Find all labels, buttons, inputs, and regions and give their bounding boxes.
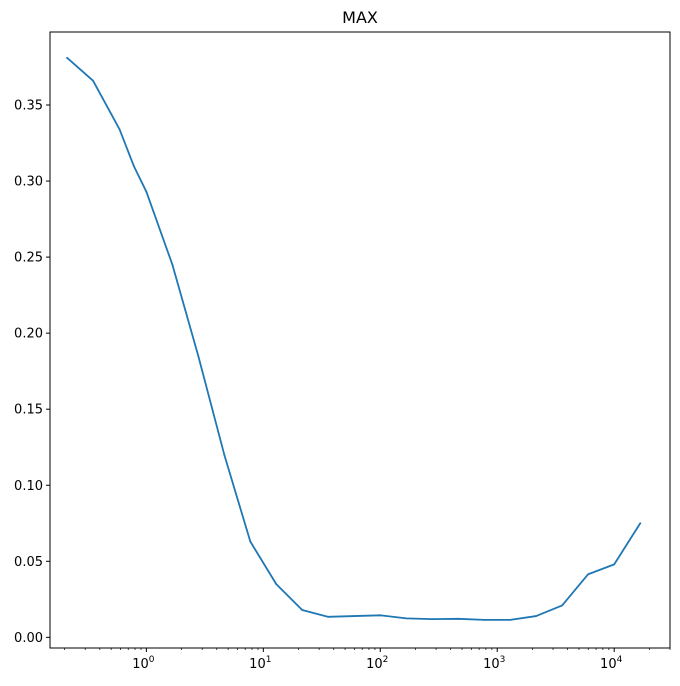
x-tick-label: 103 bbox=[483, 655, 505, 672]
data-point bbox=[132, 164, 135, 167]
data-point bbox=[483, 618, 486, 621]
x-tick-label-base: 10 bbox=[600, 657, 617, 672]
data-point bbox=[92, 79, 94, 82]
y-tick-label: 0.35 bbox=[14, 99, 43, 114]
data-point bbox=[457, 617, 460, 620]
x-tick-label-exponent: 4 bbox=[617, 655, 623, 665]
x-tick-label: 104 bbox=[600, 655, 623, 672]
y-tick-label: 0.00 bbox=[14, 631, 43, 646]
x-axis-minor-ticks bbox=[64, 648, 671, 650]
data-point bbox=[535, 615, 538, 617]
x-tick-label: 100 bbox=[132, 655, 155, 672]
x-tick-label-exponent: 0 bbox=[149, 655, 155, 665]
data-point bbox=[327, 615, 330, 618]
x-tick-label-exponent: 2 bbox=[383, 655, 389, 665]
data-point bbox=[405, 617, 408, 620]
y-tick-label: 0.30 bbox=[14, 175, 43, 190]
x-tick-label-base: 10 bbox=[483, 657, 500, 672]
y-tick-label: 0.20 bbox=[14, 327, 43, 342]
x-tick-label-exponent: 1 bbox=[266, 655, 272, 665]
data-point bbox=[301, 609, 304, 611]
data-point bbox=[197, 355, 200, 357]
data-point bbox=[171, 263, 174, 266]
x-axis-ticks: 100 101 102 103 104 bbox=[132, 648, 623, 672]
y-tick-label: 0.10 bbox=[14, 479, 43, 494]
x-tick-label-base: 10 bbox=[132, 657, 149, 672]
data-point bbox=[509, 618, 512, 621]
data-point bbox=[379, 614, 382, 617]
series-group bbox=[66, 56, 642, 621]
data-point bbox=[275, 583, 278, 586]
y-tick-label: 0.05 bbox=[14, 555, 43, 570]
data-point bbox=[223, 453, 226, 456]
data-point bbox=[639, 522, 642, 525]
data-point bbox=[613, 563, 616, 566]
data-point bbox=[145, 190, 148, 193]
y-tick-label: 0.25 bbox=[14, 251, 43, 266]
x-tick-label-base: 10 bbox=[249, 657, 266, 672]
x-tick-label-base: 10 bbox=[366, 657, 383, 672]
chart-title: MAX bbox=[342, 8, 378, 27]
axes-frame bbox=[49, 31, 671, 649]
data-point bbox=[431, 618, 434, 621]
x-tick-label-exponent: 3 bbox=[500, 655, 506, 665]
data-point bbox=[118, 128, 121, 131]
data-point bbox=[561, 604, 564, 607]
data-point bbox=[353, 615, 356, 617]
data-point bbox=[66, 56, 68, 59]
series-line-0 bbox=[66, 56, 642, 621]
data-point bbox=[249, 540, 252, 543]
x-tick-label: 102 bbox=[366, 655, 388, 672]
y-tick-label: 0.15 bbox=[14, 403, 43, 418]
y-axis-ticks: 0.00 0.05 0.10 0.15 0.20 0.25 0.30 0.35 bbox=[14, 99, 50, 646]
x-tick-label: 101 bbox=[249, 655, 271, 672]
data-point bbox=[587, 573, 590, 576]
